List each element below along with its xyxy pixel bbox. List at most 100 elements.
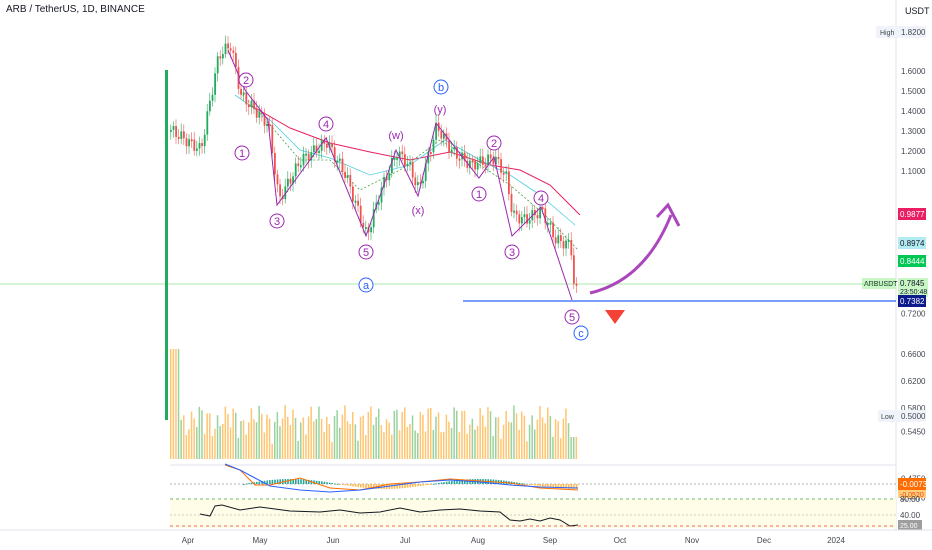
wave-label-circle [504,244,520,260]
volume-bar [328,424,331,459]
candle [536,215,539,219]
wave-label-circle [573,325,589,341]
candle [505,171,508,174]
candle [565,240,567,249]
volume-bar [271,443,273,459]
high-label: High [880,30,895,37]
candle [190,139,193,142]
volume-bar [274,421,276,459]
price-tick-label: 0.4470 [901,494,926,503]
macd-bar [292,479,294,484]
volume-bar [190,411,193,459]
macd-bar [269,480,271,484]
volume-bar [432,430,435,459]
candle [474,161,476,170]
macd-bar [560,484,562,489]
volume-bar [276,412,279,459]
macd-bar [380,484,383,489]
wave-label-circle [318,116,334,132]
volume-bar [352,411,354,459]
volume-bar [445,414,448,459]
macd-bar [438,482,440,484]
macd-bar [518,482,521,484]
volume-bar [357,440,359,459]
volume-bar [289,425,292,459]
candle [248,104,250,108]
time-axis: Apr May Jun Jul Aug Sep Oct Nov Dec 2024 [182,536,846,545]
macd-bar [279,479,281,484]
volume-bar [453,407,455,459]
volume-bar [513,405,515,459]
wave-label: c [578,328,584,340]
wave-label: b [438,82,444,94]
volume-bar [536,419,539,459]
macd-bar [568,484,570,489]
candle [222,54,224,59]
time-axis-label: Jul [400,536,410,545]
volume-bar [518,429,520,459]
volume-bar [339,427,341,459]
candle [417,182,419,186]
candle [302,153,305,166]
macd-bar [547,484,549,488]
candle [315,145,318,154]
volume-bar [284,405,286,459]
candle [307,153,310,161]
volume-bar [313,421,315,459]
candle [427,151,430,164]
candle [487,154,489,165]
candle [500,159,502,173]
volume-bar [336,410,338,459]
macd-bar [549,484,552,488]
volume-bar [209,413,211,459]
volume-bar [414,430,416,459]
candle [313,145,315,153]
volume-bar [222,424,224,459]
volume-bar [562,418,565,459]
volume-bar [227,413,229,459]
volume-bar [268,418,271,459]
candle [372,209,375,228]
rsi-level-25: 25.00 [900,523,918,530]
macd-bar [243,484,245,485]
candle [560,235,562,242]
volume-bar [528,424,531,459]
volume-bar [466,433,468,459]
macd-bar [289,479,292,484]
volume-bar [255,422,258,459]
macd-bar [295,479,297,484]
candle [279,184,281,197]
volume-bar [375,417,377,459]
candle [424,163,427,182]
candle [235,52,237,68]
price-tag-3-symbol: ARBUSDT [864,281,898,288]
volume-bar [211,436,214,459]
candle [393,157,396,160]
volume-bar [502,424,505,459]
macd-bar [529,484,531,485]
volume-bar [248,422,250,459]
macd-bar [414,484,417,487]
volume-bar [177,349,180,459]
macd-bar [445,481,448,484]
wave-lines-c [435,122,573,301]
volume-bar [427,408,429,459]
volume-bar [245,434,247,459]
macd-bar [461,479,463,484]
high-marker: High 1.8200 [876,26,926,38]
volume-bar [458,432,461,459]
volume-bar [482,415,484,459]
candle [463,152,466,161]
volume-bar [365,435,367,459]
candle [492,158,495,165]
volume-bar [450,428,453,459]
macd-bar [544,484,547,487]
time-axis-label: Aug [471,536,485,545]
candle [419,182,422,185]
candle [346,174,349,178]
candle [575,283,578,286]
low-value: 0.5000 [901,412,926,421]
candle [458,158,461,161]
